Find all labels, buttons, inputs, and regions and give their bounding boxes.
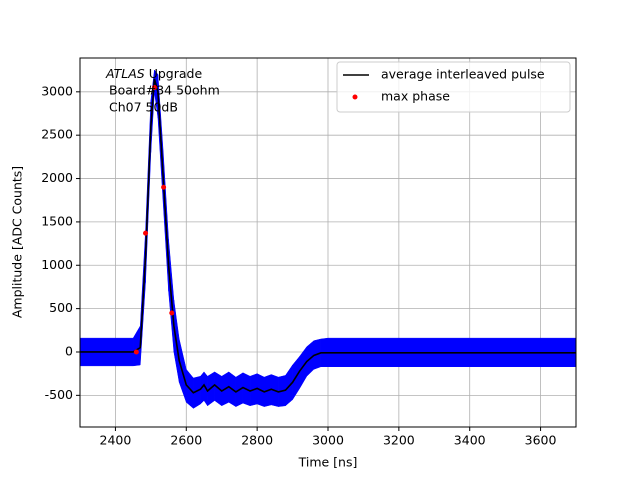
x-tick-label: 2600 [170,433,202,448]
annotation-line: Board#34 50ohm [109,83,220,98]
annotation-line: Ch07 50dB [109,100,178,115]
y-tick-label: 2500 [41,127,73,142]
y-tick-label: 1500 [41,213,73,228]
legend-box [336,61,571,113]
max-phase-point [133,349,139,355]
x-tick-label: 3400 [454,433,486,448]
x-tick-label: 3000 [312,433,344,448]
legend-label: average interleaved pulse [381,67,545,82]
sample-band [132,325,141,367]
y-tick-label: 500 [49,300,73,315]
y-tick-label: 1000 [41,257,73,272]
annotation-italic: ATLAS [105,66,145,81]
max-phase-point [151,84,157,90]
plot-area [80,58,576,427]
max-phase-point [143,230,149,236]
y-tick-label: 2000 [41,170,73,185]
x-tick-label: 2800 [241,433,273,448]
x-axis-label: Time [ns] [298,455,358,470]
legend-label: max phase [381,89,450,104]
y-tick-label: 3000 [41,83,73,98]
y-axis-label: Amplitude [ADC Counts] [10,166,25,318]
max-phase-point [169,310,175,316]
average-line [80,78,576,394]
y-tick-label: -500 [45,387,73,402]
y-tick-label: 0 [65,343,73,358]
legend-marker [352,94,358,100]
x-tick-label: 2400 [100,433,132,448]
x-tick-label: 3600 [525,433,557,448]
annotation-text: Upgrade [149,66,203,81]
annotation: ATLAS Upgrade [105,66,202,81]
x-tick-label: 3200 [383,433,415,448]
max-phase-point [161,184,167,190]
